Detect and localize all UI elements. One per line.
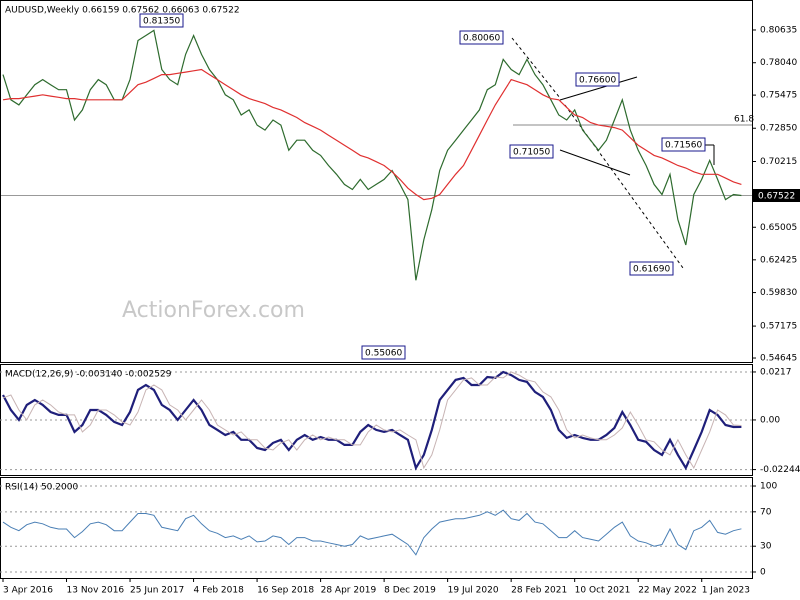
- y-tick-label: 0.65005: [760, 223, 797, 233]
- annotation-label: 0.55060: [365, 349, 402, 359]
- y-tick-label: 0.80635: [760, 25, 797, 35]
- last-price-box: [753, 189, 800, 202]
- y-tick-label: 0.54645: [760, 354, 797, 364]
- x-tick-label: 28 Feb 2021: [511, 586, 567, 596]
- annotation-box: [661, 137, 706, 152]
- annotation-box: [459, 30, 504, 45]
- y-tick-label: 0: [760, 567, 766, 577]
- watermark: ActionForex.com: [122, 298, 305, 323]
- fib-label: 61.8: [734, 115, 754, 125]
- series-line: [2, 370, 742, 471]
- panel-frame: [0, 0, 753, 363]
- annotation-box: [139, 13, 184, 28]
- annotation-label: 0.61690: [633, 265, 670, 275]
- y-tick-label: 0.57175: [760, 322, 797, 332]
- y-tick-label: 0.0217: [760, 367, 792, 377]
- trend-line: [511, 37, 561, 99]
- x-tick-label: 1 Jan 2023: [702, 586, 750, 596]
- panel-title: AUDUSD,Weekly 0.66159 0.67562 0.66063 0.…: [5, 6, 240, 16]
- channel-line: [559, 76, 638, 101]
- last-price-label: 0.67522: [758, 192, 795, 202]
- panel-frame: [0, 477, 753, 579]
- x-tick-label: 19 Jul 2020: [448, 586, 499, 596]
- annotation-label: 0.71560: [665, 141, 702, 151]
- y-tick-label: 0.75475: [760, 91, 797, 101]
- y-tick-label: 0.78040: [760, 58, 797, 68]
- y-tick-label: 0.70215: [760, 157, 797, 167]
- series-line: [2, 29, 742, 281]
- y-tick-label: 0.62425: [760, 255, 797, 265]
- series-line: [2, 509, 742, 556]
- annotation-label: 0.80060: [463, 34, 500, 44]
- y-tick-label: -0.022445: [760, 465, 800, 475]
- x-tick-label: 25 Jun 2017: [130, 586, 184, 596]
- x-tick-label: 16 Sep 2018: [257, 586, 314, 596]
- x-tick-label: 10 Oct 2021: [575, 586, 631, 596]
- x-tick-label: 8 Dec 2019: [384, 586, 436, 596]
- x-tick-label: 22 May 2022: [638, 586, 697, 596]
- x-tick-label: 3 Apr 2016: [3, 586, 53, 596]
- annotation-box: [361, 345, 406, 360]
- series-line: [2, 371, 742, 470]
- series-line: [2, 68, 742, 201]
- y-tick-label: 100: [760, 482, 777, 492]
- annotation-box: [509, 144, 554, 159]
- annotation-box: [629, 261, 674, 276]
- annotation-box: [575, 72, 620, 87]
- x-tick-label: 4 Feb 2018: [194, 586, 245, 596]
- annotation-label: 0.76600: [579, 76, 616, 86]
- y-tick-label: 0.59830: [760, 288, 797, 298]
- annotation-label: 0.71050: [513, 148, 550, 158]
- x-tick-label: 28 Apr 2019: [321, 586, 377, 596]
- y-tick-label: 30: [760, 542, 772, 552]
- y-tick-label: 70: [760, 507, 772, 517]
- panel-title: RSI(14) 50.2000: [5, 483, 78, 493]
- y-tick-label: 0.72850: [760, 124, 797, 134]
- channel-line: [559, 149, 631, 176]
- annotation-label: 0.81350: [143, 17, 180, 27]
- x-tick-label: 13 Nov 2016: [67, 586, 125, 596]
- panel-title: MACD(12,26,9) -0.003140 -0.002529: [5, 370, 172, 380]
- y-tick-label: 0.00: [760, 415, 780, 425]
